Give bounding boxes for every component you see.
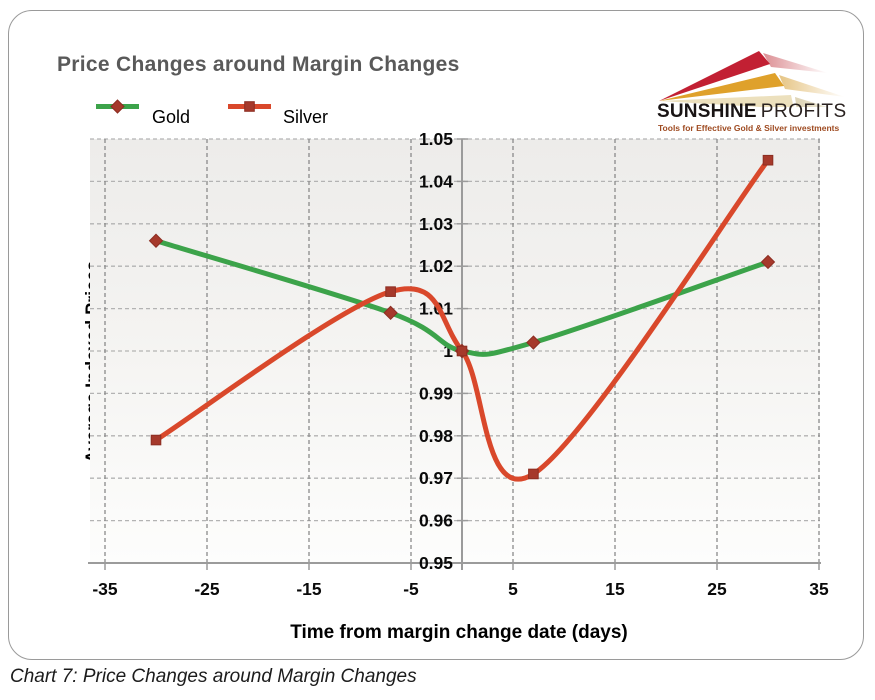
x-tick-label: 35 xyxy=(809,579,829,599)
y-tick-label: 0.98 xyxy=(419,426,453,446)
logo-wordmark: SUNSHINE PROFITS xyxy=(657,101,847,123)
silver-marker xyxy=(150,434,162,446)
logo-arrow-red xyxy=(659,51,770,101)
logo-brand-light: PROFITS xyxy=(760,101,847,122)
gold-marker xyxy=(760,254,776,270)
gold-marker xyxy=(148,233,164,248)
silver-series-line xyxy=(153,157,771,482)
logo-brand-bold: SUNSHINE xyxy=(657,101,757,122)
y-tick-label: 1.01 xyxy=(419,299,453,319)
x-tick-label: 25 xyxy=(707,579,727,599)
logo-arrow-amber xyxy=(659,73,784,101)
x-axis-title: Time from margin change date (days) xyxy=(290,622,628,643)
x-tick-label: -15 xyxy=(296,579,322,599)
gold-marker xyxy=(526,335,541,350)
logo-tagline: Tools for Effective Gold & Silver invest… xyxy=(658,123,840,133)
legend-silver-marker-swatch xyxy=(244,101,255,112)
logo-arrow-cream-echo xyxy=(795,97,828,107)
y-tick-label: 1.03 xyxy=(419,214,453,234)
figure-caption: Chart 7: Price Changes around Margin Cha… xyxy=(10,666,417,687)
chart-title: Price Changes around Margin Changes xyxy=(57,53,460,76)
y-tick-label: 1.05 xyxy=(419,129,453,149)
silver-marker xyxy=(762,154,774,166)
x-tick-label: -5 xyxy=(403,579,419,599)
y-tick-label: 0.99 xyxy=(419,383,453,403)
x-tick-label: -35 xyxy=(92,579,118,599)
y-tick-label: 1 xyxy=(443,341,453,361)
y-tick-label: 0.95 xyxy=(419,553,453,573)
y-tick-label: 0.97 xyxy=(419,468,453,488)
logo-arrows-icon xyxy=(659,51,845,107)
y-tick-label: 0.96 xyxy=(419,511,453,531)
x-tick-label: 5 xyxy=(508,579,518,599)
legend-gold-marker-swatch xyxy=(110,99,125,114)
silver-marker xyxy=(528,468,539,480)
y-tick-label: 1.02 xyxy=(419,256,453,276)
logo-arrow-amber-echo xyxy=(779,75,845,97)
sunshine-profits-logo: SUNSHINE PROFITS Tools for Effective Gold… xyxy=(653,39,868,137)
silver-marker xyxy=(385,286,396,297)
legend-label-silver: Silver xyxy=(283,107,329,127)
y-tick-label: 1.04 xyxy=(419,171,453,191)
logo-arrow-red-echo xyxy=(763,53,828,73)
logo-arrow-cream xyxy=(659,95,794,107)
legend-label-gold: Gold xyxy=(152,107,191,127)
silver-marker xyxy=(456,345,468,357)
x-tick-label: -25 xyxy=(194,579,220,599)
x-tick-label: 15 xyxy=(605,579,625,599)
gold-marker xyxy=(383,305,398,321)
